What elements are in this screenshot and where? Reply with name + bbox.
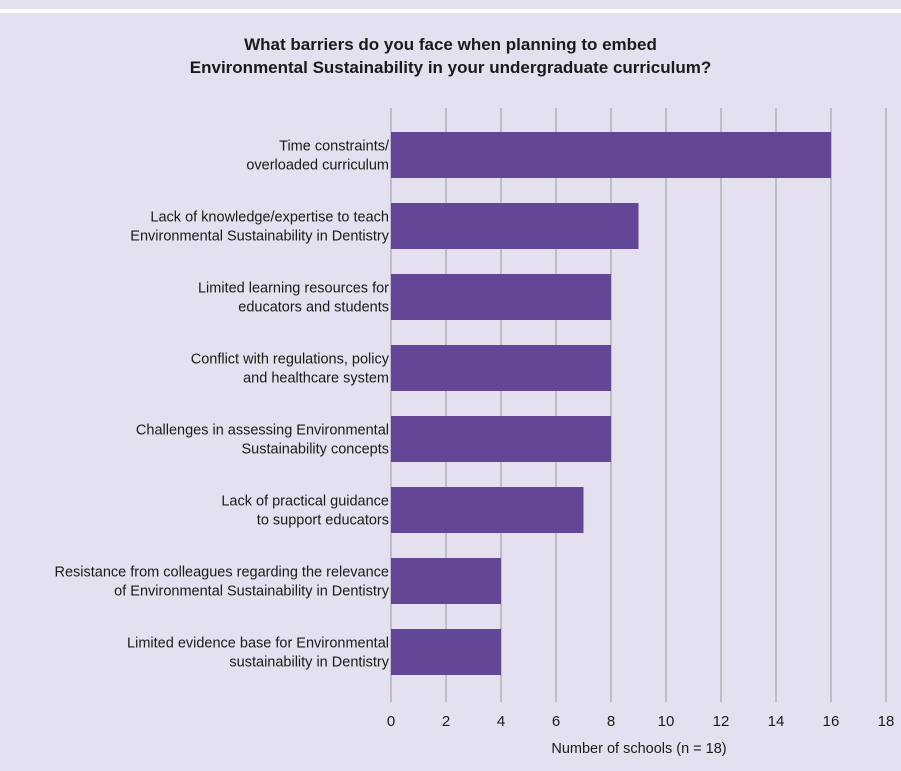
- bar: [391, 487, 584, 533]
- x-axis-ticks: 0 2 4 6 8 10 12 14 16 18: [387, 713, 895, 730]
- x-tick-label: 8: [607, 713, 615, 730]
- x-tick-label: 0: [387, 713, 395, 730]
- category-label: Conflict with regulations, policy and hea…: [191, 352, 390, 387]
- x-tick-label: 2: [442, 713, 450, 730]
- category-label: Lack of knowledge/expertise to teach Envi…: [130, 210, 389, 245]
- bar: [391, 203, 639, 249]
- x-tick-label: 18: [878, 713, 895, 730]
- bar: [391, 345, 611, 391]
- x-tick-label: 4: [497, 713, 505, 730]
- bars: [391, 132, 831, 675]
- x-tick-label: 16: [823, 713, 840, 730]
- chart-title: What barriers do you face when planning …: [0, 33, 901, 79]
- chart-title-line-1: What barriers do you face when planning …: [244, 35, 657, 54]
- bar: [391, 558, 501, 604]
- x-tick-label: 6: [552, 713, 560, 730]
- bar: [391, 274, 611, 320]
- x-tick-label: 12: [713, 713, 730, 730]
- x-tick-label: 14: [768, 713, 785, 730]
- category-label: Time constraints/overloaded curriculum: [246, 139, 390, 174]
- category-label: Limited learning resources for educators …: [198, 281, 389, 316]
- chart-title-line-2: Environmental Sustainability in your und…: [189, 58, 712, 77]
- bar: [391, 416, 611, 462]
- category-label: Limited evidence base for Environmental s…: [127, 636, 390, 671]
- x-axis-title: Number of schools (n = 18): [551, 741, 726, 757]
- category-label: Lack of practical guidance to support edu…: [221, 494, 389, 529]
- bar: [391, 132, 831, 178]
- bar: [391, 629, 501, 675]
- grid-lines: [390, 108, 887, 702]
- x-tick-label: 10: [658, 713, 675, 730]
- category-labels: Time constraints/overloaded curriculum La…: [55, 139, 390, 671]
- category-label: Challenges in assessing Environmental Sus…: [136, 423, 389, 458]
- category-label: Resistance from colleagues regarding the…: [55, 565, 390, 600]
- top-band: [0, 0, 901, 9]
